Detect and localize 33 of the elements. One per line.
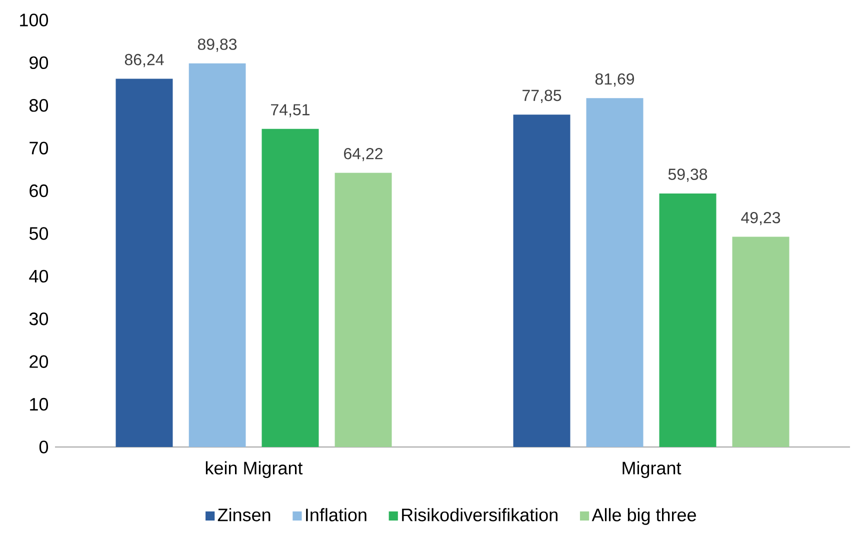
y-tick-label: 60 <box>30 184 48 198</box>
bar <box>334 172 392 447</box>
legend-label: Risikodiversifikation <box>402 508 558 522</box>
data-label: 86,24 <box>124 54 164 68</box>
data-label: 64,22 <box>344 148 382 162</box>
data-label: 89,83 <box>198 38 237 52</box>
y-tick-label: 50 <box>29 227 48 240</box>
y-tick-label: 30 <box>29 312 48 326</box>
bar <box>586 98 644 447</box>
data-label: 74,51 <box>271 104 310 118</box>
bar <box>262 128 319 447</box>
data-label: 81,69 <box>595 73 634 87</box>
y-tick-label: 100 <box>20 14 48 26</box>
legend-label: Inflation <box>306 508 366 522</box>
y-tick-label: 90 <box>30 56 48 70</box>
bar <box>732 236 790 447</box>
y-tick-label: 70 <box>30 142 48 154</box>
data-label: 59,38 <box>668 168 708 182</box>
y-tick-label: 10 <box>30 398 48 411</box>
y-tick-label: 0 <box>39 440 48 454</box>
legend-label: Alle big three <box>592 508 696 525</box>
bar <box>188 63 246 447</box>
y-tick-label: 80 <box>29 99 48 112</box>
bar <box>116 78 173 447</box>
y-tick-label: 20 <box>30 355 48 368</box>
legend-label: Zinsen <box>218 508 270 522</box>
x-tick-label: Migrant <box>622 461 682 478</box>
data-label: 77,85 <box>522 90 562 103</box>
y-tick-label: 40 <box>29 270 48 283</box>
bar <box>513 114 570 447</box>
bar <box>659 193 716 447</box>
data-label: 49,23 <box>741 212 780 226</box>
x-tick-label: kein Migrant <box>206 461 303 478</box>
